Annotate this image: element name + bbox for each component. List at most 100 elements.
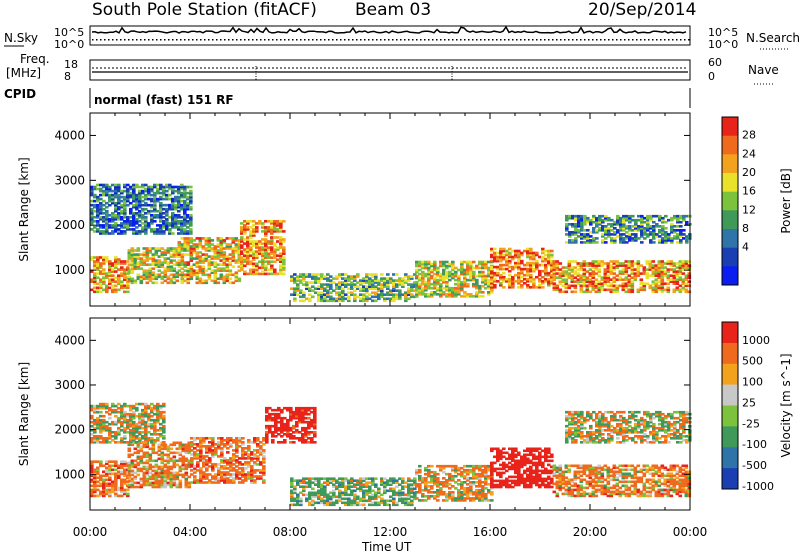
- noise-search-dot: [240, 39, 242, 41]
- heatmap-cell: [457, 286, 461, 290]
- noise-search-dot: [488, 39, 490, 41]
- heatmap-cell: [490, 249, 494, 253]
- heatmap-cell: [439, 262, 443, 266]
- heatmap-cell: [607, 223, 611, 226]
- heatmap-cell: [573, 286, 578, 290]
- heatmap-cell: [529, 257, 533, 261]
- heatmap-cell: [157, 449, 162, 453]
- heatmap-cell: [187, 465, 192, 469]
- heatmap-cell: [136, 249, 141, 252]
- heatmap-cell: [136, 247, 141, 250]
- heatmap-cell: [90, 414, 94, 418]
- noise-sky-line: [91, 25, 687, 34]
- heatmap-cell: [105, 441, 109, 444]
- heatmap-cell: [93, 435, 97, 438]
- heatmap-cell: [286, 418, 290, 422]
- heatmap-cell: [189, 249, 194, 252]
- heatmap-cell: [130, 281, 135, 285]
- heatmap-cell: [311, 295, 315, 299]
- heatmap-cell: [154, 479, 159, 483]
- heatmap-cell: [90, 492, 94, 496]
- heatmap-cell: [421, 282, 425, 286]
- noise-search-dot: [660, 39, 662, 41]
- heatmap-cell: [532, 280, 536, 283]
- heatmap-cell: [487, 274, 491, 278]
- noise-search-dot: [256, 39, 258, 41]
- heatmap-cell: [271, 408, 275, 412]
- heatmap-cell: [547, 249, 551, 253]
- heatmap-cell: [93, 410, 97, 414]
- heatmap-cell: [268, 406, 272, 410]
- heatmap-cell: [383, 293, 387, 296]
- heatmap-cell: [532, 263, 536, 267]
- noise-search-dot: [508, 39, 510, 41]
- heatmap-cell: [114, 478, 118, 482]
- heatmap-cell: [144, 187, 148, 191]
- heatmap-cell: [633, 274, 638, 277]
- heatmap-cell: [415, 260, 419, 264]
- heatmap-cell: [252, 240, 256, 243]
- heatmap-cell: [547, 277, 551, 281]
- heatmap-cell: [298, 416, 302, 420]
- heatmap-cell: [289, 437, 293, 440]
- noise-search-dot: [596, 39, 598, 41]
- heatmap-cell: [138, 214, 142, 217]
- heatmap-cell: [226, 459, 230, 462]
- heatmap-cell: [544, 259, 548, 263]
- heatmap-cell: [577, 223, 581, 226]
- heatmap-cell: [673, 214, 677, 218]
- heatmap-cell: [529, 277, 533, 281]
- heatmap-cell: [538, 277, 542, 281]
- heatmap-cell: [615, 286, 620, 290]
- heatmap-cell: [583, 237, 587, 240]
- heatmap-cell: [579, 268, 584, 271]
- heatmap-cell: [517, 271, 521, 275]
- heatmap-cell: [249, 272, 253, 276]
- heatmap-cell: [427, 295, 431, 298]
- heatmap-cell: [463, 268, 467, 272]
- heatmap-cell: [255, 228, 259, 231]
- heatmap-cell: [603, 282, 608, 285]
- heatmap-cell: [576, 274, 581, 277]
- heatmap-cell: [126, 494, 130, 498]
- heatmap-cell: [172, 451, 177, 455]
- heatmap-cell: [219, 277, 224, 281]
- heatmap-cell: [314, 273, 318, 276]
- heatmap-cell: [261, 222, 265, 225]
- heatmap-cell: [229, 479, 233, 482]
- heatmap-cell: [568, 241, 572, 244]
- heatmap-cell: [469, 266, 473, 270]
- heatmap-cell: [189, 257, 194, 260]
- heatmap-cell: [487, 278, 491, 282]
- heatmap-cell: [451, 266, 455, 270]
- heatmap-cell: [162, 414, 166, 418]
- heatmap-cell: [347, 299, 351, 303]
- heatmap-cell: [133, 485, 138, 489]
- heatmap-cell: [93, 441, 97, 444]
- heatmap-cell: [657, 260, 662, 263]
- heatmap-cell: [598, 214, 602, 218]
- heatmap-cell: [265, 441, 269, 444]
- heatmap-cell: [481, 284, 485, 288]
- heatmap-cell: [526, 277, 530, 281]
- heatmap-cell: [126, 284, 130, 288]
- heatmap-cell: [160, 451, 165, 455]
- heatmap-cell: [168, 228, 172, 231]
- heatmap-cell: [216, 245, 221, 248]
- heatmap-cell: [99, 282, 103, 285]
- heatmap-cell: [314, 281, 318, 284]
- heatmap-cell: [234, 247, 239, 250]
- heatmap-cell: [508, 273, 512, 277]
- heatmap-cell: [454, 288, 458, 292]
- heatmap-cell: [148, 257, 153, 260]
- heatmap-cell: [571, 233, 575, 236]
- heatmap-cell: [163, 453, 168, 457]
- heatmap-cell: [226, 481, 230, 484]
- heatmap-cell: [265, 426, 269, 430]
- heatmap-cell: [160, 459, 165, 463]
- heatmap-cell: [654, 268, 659, 271]
- heatmap-cell: [207, 241, 212, 244]
- heatmap-cell: [241, 469, 245, 472]
- heatmap-cell: [279, 254, 283, 257]
- heatmap-cell: [231, 281, 236, 285]
